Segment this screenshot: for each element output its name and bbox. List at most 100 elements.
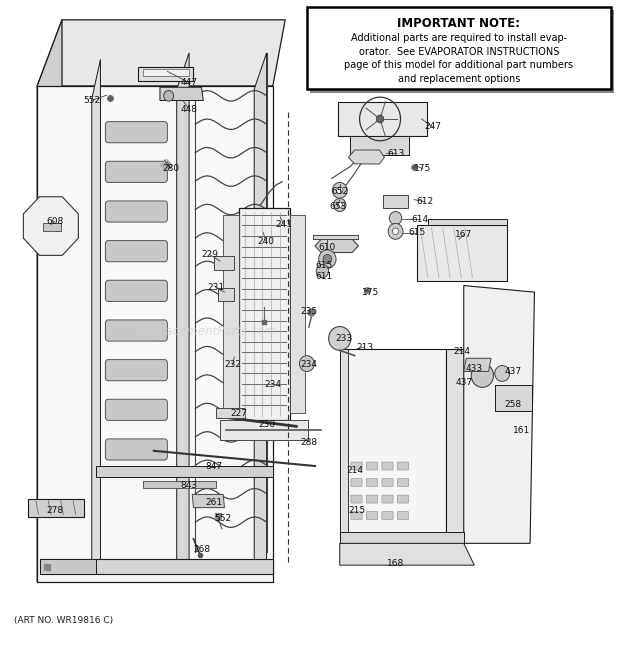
Polygon shape <box>43 223 61 231</box>
Polygon shape <box>143 69 189 76</box>
Polygon shape <box>340 532 464 543</box>
Circle shape <box>334 198 346 212</box>
FancyBboxPatch shape <box>366 512 378 520</box>
Polygon shape <box>254 53 267 572</box>
Polygon shape <box>37 20 62 582</box>
Polygon shape <box>315 239 358 253</box>
FancyBboxPatch shape <box>397 495 409 503</box>
FancyBboxPatch shape <box>366 462 378 470</box>
Text: 232: 232 <box>224 360 241 369</box>
Text: eReplacementParts.com: eReplacementParts.com <box>133 325 277 338</box>
Polygon shape <box>138 67 193 81</box>
Polygon shape <box>446 349 464 539</box>
Text: 447: 447 <box>180 78 198 87</box>
Polygon shape <box>214 256 234 270</box>
FancyBboxPatch shape <box>366 479 378 486</box>
Circle shape <box>388 223 403 239</box>
Text: 653: 653 <box>329 202 347 211</box>
Polygon shape <box>464 286 534 543</box>
Circle shape <box>337 202 342 208</box>
Polygon shape <box>220 420 308 440</box>
Polygon shape <box>340 349 446 539</box>
Text: 213: 213 <box>356 342 373 352</box>
Text: 230: 230 <box>258 420 275 429</box>
Polygon shape <box>177 53 189 572</box>
Text: 167: 167 <box>455 230 472 239</box>
Text: 608: 608 <box>46 217 63 226</box>
Text: 227: 227 <box>230 408 247 418</box>
Text: 175: 175 <box>362 288 379 297</box>
FancyBboxPatch shape <box>105 161 167 182</box>
Polygon shape <box>340 543 474 565</box>
FancyBboxPatch shape <box>382 462 393 470</box>
FancyBboxPatch shape <box>105 122 167 143</box>
FancyBboxPatch shape <box>105 320 167 341</box>
Circle shape <box>392 228 399 235</box>
FancyBboxPatch shape <box>382 495 393 503</box>
Text: 233: 233 <box>335 334 353 343</box>
Polygon shape <box>160 87 203 100</box>
Polygon shape <box>417 225 507 281</box>
Text: 261: 261 <box>205 498 223 507</box>
Polygon shape <box>143 481 216 488</box>
FancyBboxPatch shape <box>105 399 167 420</box>
Polygon shape <box>313 235 358 239</box>
Polygon shape <box>350 136 409 155</box>
Polygon shape <box>24 197 78 255</box>
Circle shape <box>299 356 314 371</box>
Polygon shape <box>92 59 100 572</box>
Text: 214: 214 <box>453 347 471 356</box>
Polygon shape <box>216 408 245 418</box>
FancyBboxPatch shape <box>397 479 409 486</box>
FancyBboxPatch shape <box>105 201 167 222</box>
Circle shape <box>495 366 510 381</box>
Circle shape <box>332 182 347 198</box>
FancyBboxPatch shape <box>105 360 167 381</box>
Polygon shape <box>348 150 384 164</box>
Polygon shape <box>37 86 273 582</box>
FancyBboxPatch shape <box>397 512 409 520</box>
Text: 843: 843 <box>180 481 198 490</box>
FancyBboxPatch shape <box>382 479 393 486</box>
Circle shape <box>329 327 351 350</box>
FancyBboxPatch shape <box>351 479 362 486</box>
FancyBboxPatch shape <box>382 512 393 520</box>
Polygon shape <box>192 494 224 508</box>
Polygon shape <box>495 385 532 411</box>
FancyBboxPatch shape <box>351 512 362 520</box>
Circle shape <box>316 264 329 278</box>
Text: 240: 240 <box>257 237 274 246</box>
Circle shape <box>376 115 384 123</box>
Text: 231: 231 <box>207 283 224 292</box>
Text: 235: 235 <box>300 307 317 317</box>
Polygon shape <box>340 349 348 539</box>
Text: 652: 652 <box>331 187 348 196</box>
Text: 278: 278 <box>46 506 63 515</box>
Text: Additional parts are required to install evap-
orator.  See EVAPORATOR INSTRUCTI: Additional parts are required to install… <box>344 33 574 84</box>
Polygon shape <box>464 358 491 371</box>
Polygon shape <box>428 219 507 225</box>
Text: 552: 552 <box>83 96 100 105</box>
Text: 229: 229 <box>201 250 218 259</box>
Text: 615: 615 <box>315 261 332 270</box>
FancyBboxPatch shape <box>351 462 362 470</box>
Polygon shape <box>239 208 290 420</box>
FancyBboxPatch shape <box>307 7 611 89</box>
Text: 610: 610 <box>319 243 336 253</box>
Text: 280: 280 <box>162 164 179 173</box>
Circle shape <box>319 250 336 268</box>
Text: 234: 234 <box>264 380 281 389</box>
Text: 268: 268 <box>193 545 210 555</box>
Text: 847: 847 <box>205 461 223 471</box>
Polygon shape <box>96 466 273 477</box>
Circle shape <box>323 254 332 264</box>
Polygon shape <box>28 499 84 517</box>
Text: 234: 234 <box>300 360 317 369</box>
FancyBboxPatch shape <box>105 439 167 460</box>
FancyBboxPatch shape <box>397 462 409 470</box>
Polygon shape <box>383 195 408 208</box>
Text: 552: 552 <box>215 514 232 524</box>
Polygon shape <box>40 559 96 574</box>
FancyBboxPatch shape <box>105 280 167 301</box>
FancyBboxPatch shape <box>310 10 614 93</box>
